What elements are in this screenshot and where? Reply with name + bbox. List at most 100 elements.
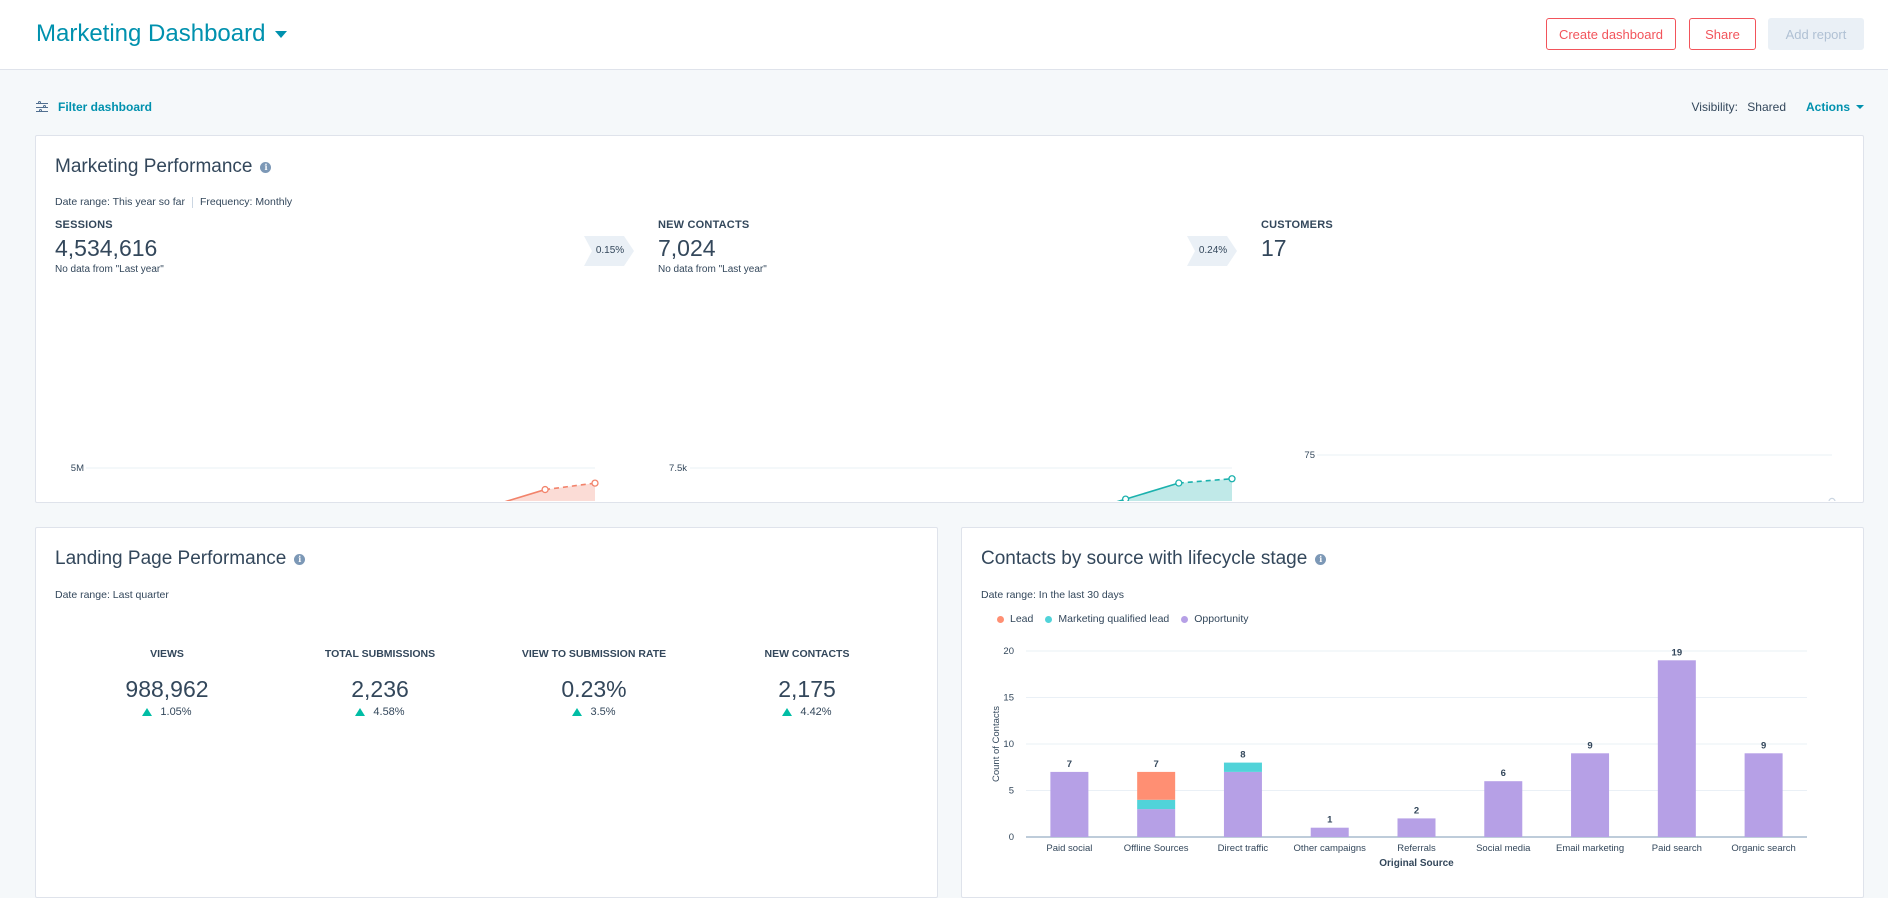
y-axis-title: Count of Contacts [991,706,1002,782]
bar-segment [1484,781,1523,837]
metric-change: 1.05% [57,706,277,718]
data-point [591,479,599,487]
y-tick-label: 7.5k [669,463,687,474]
data-point [1228,475,1236,483]
kpi-label: NEW CONTACTS [658,219,750,231]
info-icon[interactable]: i [1315,553,1327,565]
bar-segment [1744,753,1783,837]
kpi-value: 17 [1261,235,1287,261]
y-tick-label: 15 [1003,693,1014,704]
metric-change: 4.58% [270,706,490,718]
frequency: Frequency: Monthly [199,196,293,208]
bar-total-label: 9 [1761,740,1766,751]
chevron-down-icon [275,30,288,38]
top-bar: Marketing Dashboard Create dashboard Sha… [0,0,1888,70]
data-point [1121,495,1130,501]
marketing-performance-card: Marketing Performance i Date range: This… [35,135,1864,503]
share-button[interactable]: Share [1689,18,1756,50]
y-tick-label: 20 [1003,646,1014,657]
x-axis-title: Original Source [1379,858,1454,869]
x-tick-label: Direct traffic [1218,843,1269,854]
contacts-by-source-card: Contacts by source with lifecycle stage … [961,527,1864,898]
bar-segment [1223,762,1262,772]
bar-total-label: 6 [1501,768,1506,779]
change-value: 0.15% [595,245,625,256]
kpi-label: CUSTOMERS [1261,219,1333,231]
customers-kpi: CUSTOMERS 17 [1261,219,1333,262]
y-tick-label: 0 [1009,832,1014,843]
create-dashboard-button[interactable]: Create dashboard [1546,18,1676,50]
data-point [541,485,549,494]
bar-segment [1137,771,1176,800]
landing-page-performance-card: Landing Page Performance i Date range: L… [35,527,938,898]
kpi-label: SESSIONS [55,219,113,231]
visibility-label: Visibility: [1691,100,1738,114]
metric-label: NEW CONTACTS [764,648,850,660]
actions-label: Actions [1805,100,1850,114]
lp-metric-new-contacts: NEW CONTACTS 2,175 4.42% [697,648,917,718]
date-range: Date range: Last quarter [55,589,169,601]
dashboard-selector[interactable]: Marketing Dashboard [36,20,288,48]
chart-legend: Lead Marketing qualified lead Opportunit… [997,613,1261,625]
dashboard-title: Marketing Dashboard [36,20,266,47]
up-arrow-icon [782,708,793,716]
series-line [504,488,546,501]
x-tick-label: Social media [1476,843,1531,854]
x-tick-label: Other campaigns [1294,843,1367,854]
card-title: Contacts by source with lifecycle stage … [981,548,1327,570]
bar-total-label: 7 [1154,759,1159,770]
kpi-value: 4,534,616 [55,235,158,261]
chevron-down-icon [1856,105,1864,109]
y-tick-label: 75 [1304,450,1315,461]
metric-label: VIEWS [150,648,184,660]
bar-segment [1223,771,1262,837]
change-value: 0.24% [1198,245,1228,256]
bar-segment [1050,771,1089,837]
sessions-change-tag: 0.15% [584,236,634,266]
contacts-by-source-chart: 0 5 10 15 20 7 Paid social 7 Offline Sources 8 Dir… [991,646,1807,869]
sessions-kpi: SESSIONS 4,534,616 No data from "Last ye… [55,219,164,275]
x-tick-label: Organic search [1731,843,1795,854]
add-report-button[interactable]: Add report [1768,18,1864,50]
card-title: Marketing Performance i [55,156,272,178]
bar-segment [1571,753,1610,837]
series-line [1116,482,1180,501]
filter-dashboard-link[interactable]: Filter dashboard [36,100,152,114]
bar-total-label: 7 [1067,759,1072,770]
card-meta: Date range: This year so far Frequency: M… [55,196,292,208]
x-tick-label: Email marketing [1556,843,1624,854]
metric-value: 2,236 [351,676,409,702]
y-tick-label: 10 [1003,739,1014,750]
x-tick-label: Referrals [1397,843,1436,854]
metric-label: TOTAL SUBMISSIONS [324,648,436,660]
new-contacts-kpi: NEW CONTACTS 7,024 No data from "Last ye… [658,219,767,275]
kpi-value: 7,024 [658,235,716,261]
up-arrow-icon [355,708,366,716]
legend-item-mql[interactable]: Marketing qualified lead [1045,613,1169,625]
y-tick-label: 5 [1009,786,1014,797]
data-point [1175,479,1183,487]
lp-metric-view-to-submission-rate: VIEW TO SUBMISSION RATE 0.23% 3.5% [484,648,704,718]
bar-segment [1397,818,1436,837]
bar-segment [1657,660,1696,837]
legend-item-opportunity[interactable]: Opportunity [1181,613,1249,625]
x-tick-label: Paid search [1652,843,1702,854]
metric-change: 3.5% [484,706,704,718]
metric-value: 2,175 [778,676,836,702]
filter-icon [36,101,48,112]
actions-dropdown[interactable]: Actions [1806,100,1864,114]
metric-value: 988,962 [125,676,209,702]
date-range: Date range: In the last 30 days [981,589,1125,601]
date-range: Date range: This year so far [55,196,185,208]
filter-bar: Filter dashboard Visibility: Shared Acti… [36,100,1864,118]
lp-metric-total-submissions: TOTAL SUBMISSIONS 2,236 4.58% [270,648,490,718]
lp-metric-views: VIEWS 988,962 1.05% [57,648,277,718]
customers-chart: 0255075Jan 2019Mar 2019May 2019Jul 2019S… [1304,450,1836,501]
legend-item-lead[interactable]: Lead [997,613,1033,625]
info-icon[interactable]: i [260,161,272,173]
new-contacts-chart: 02.5k5k7.5kJan 2019Mar 2019May 2019Jul 2… [669,463,1236,501]
kpi-note: No data from "Last year" [658,264,767,275]
x-tick-label: Paid social [1046,843,1092,854]
metric-change: 4.42% [697,706,917,718]
info-icon[interactable]: i [294,553,306,565]
